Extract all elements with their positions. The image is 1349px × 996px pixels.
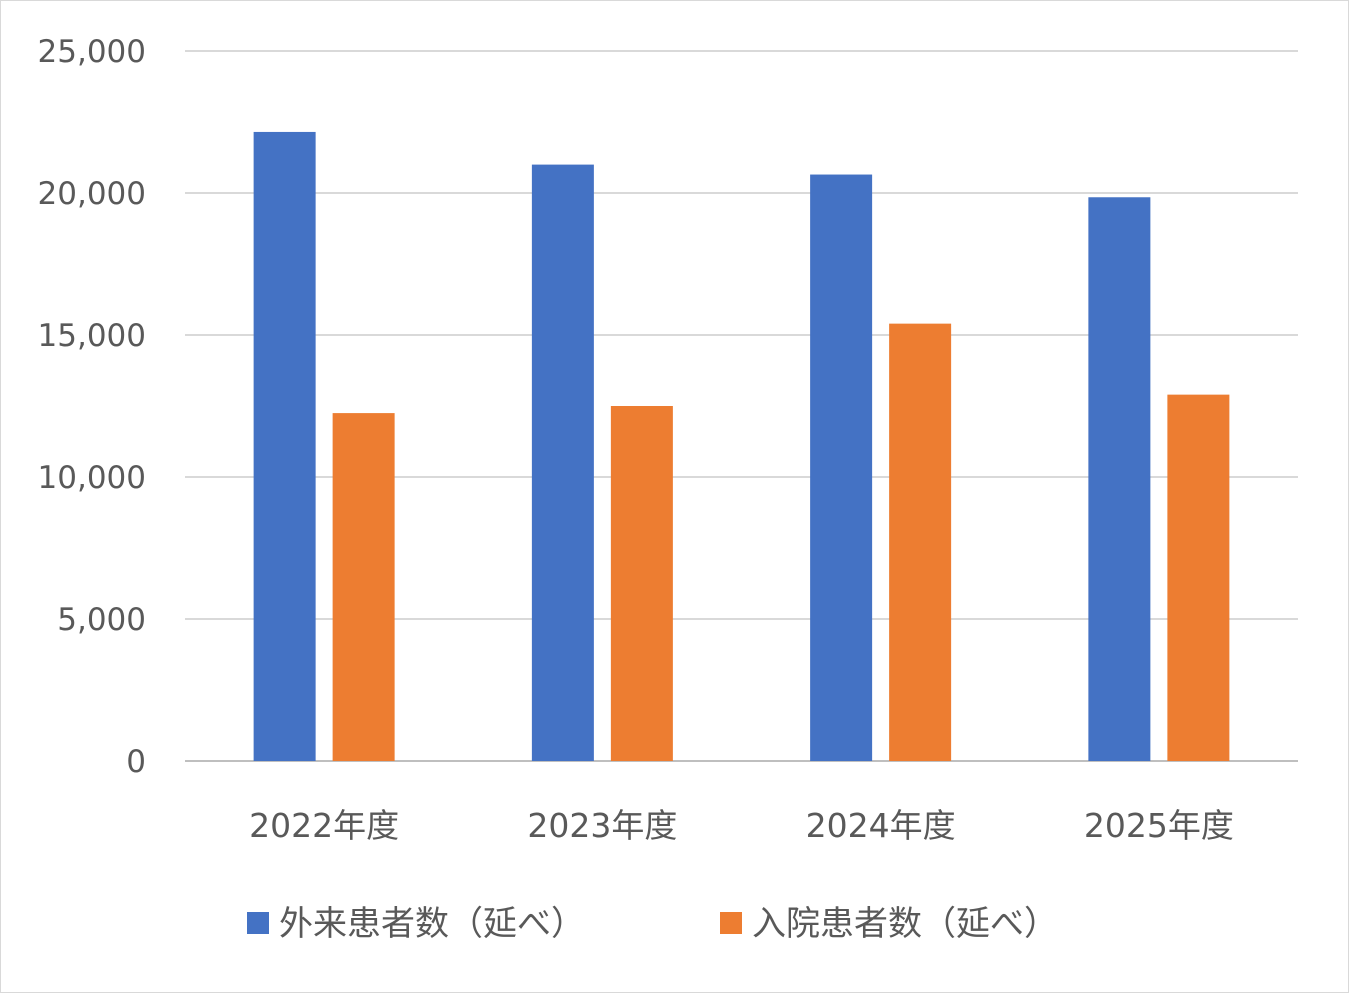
- bar-inpatient-2: [889, 323, 952, 761]
- x-category-label: 2022年度: [249, 806, 399, 845]
- legend: 外来患者数（延べ） 入院患者数（延べ）: [247, 904, 1058, 944]
- y-tick-label: 10,000: [38, 460, 146, 496]
- bar-outpatient-2: [810, 174, 873, 762]
- legend-label-0: 外来患者数（延べ）: [279, 904, 585, 944]
- y-tick-label: 15,000: [38, 318, 146, 354]
- bar-outpatient-0: [253, 131, 316, 761]
- y-tick-label: 0: [126, 744, 146, 780]
- x-category-label: 2025年度: [1084, 806, 1234, 845]
- bar-inpatient-0: [332, 413, 395, 761]
- legend-swatch-1: [720, 912, 742, 934]
- y-tick-label: 20,000: [38, 176, 146, 212]
- x-category-label: 2023年度: [527, 806, 677, 845]
- legend-label-1: 入院患者数（延べ）: [752, 904, 1058, 944]
- x-axis-category-labels: 2022年度 2023年度 2024年度 2025年度: [249, 806, 1234, 845]
- bars: [253, 131, 1230, 762]
- bar-inpatient-3: [1167, 394, 1230, 761]
- x-category-label: 2024年度: [806, 806, 956, 845]
- y-tick-label: 25,000: [38, 34, 146, 70]
- y-axis-tick-labels: 0 5,000 10,000 15,000 20,000 25,000: [38, 34, 146, 780]
- bar-inpatient-1: [610, 406, 673, 761]
- bar-outpatient-1: [531, 164, 594, 762]
- y-tick-label: 5,000: [57, 602, 146, 638]
- legend-swatch-0: [247, 912, 269, 934]
- bar-outpatient-3: [1088, 197, 1151, 761]
